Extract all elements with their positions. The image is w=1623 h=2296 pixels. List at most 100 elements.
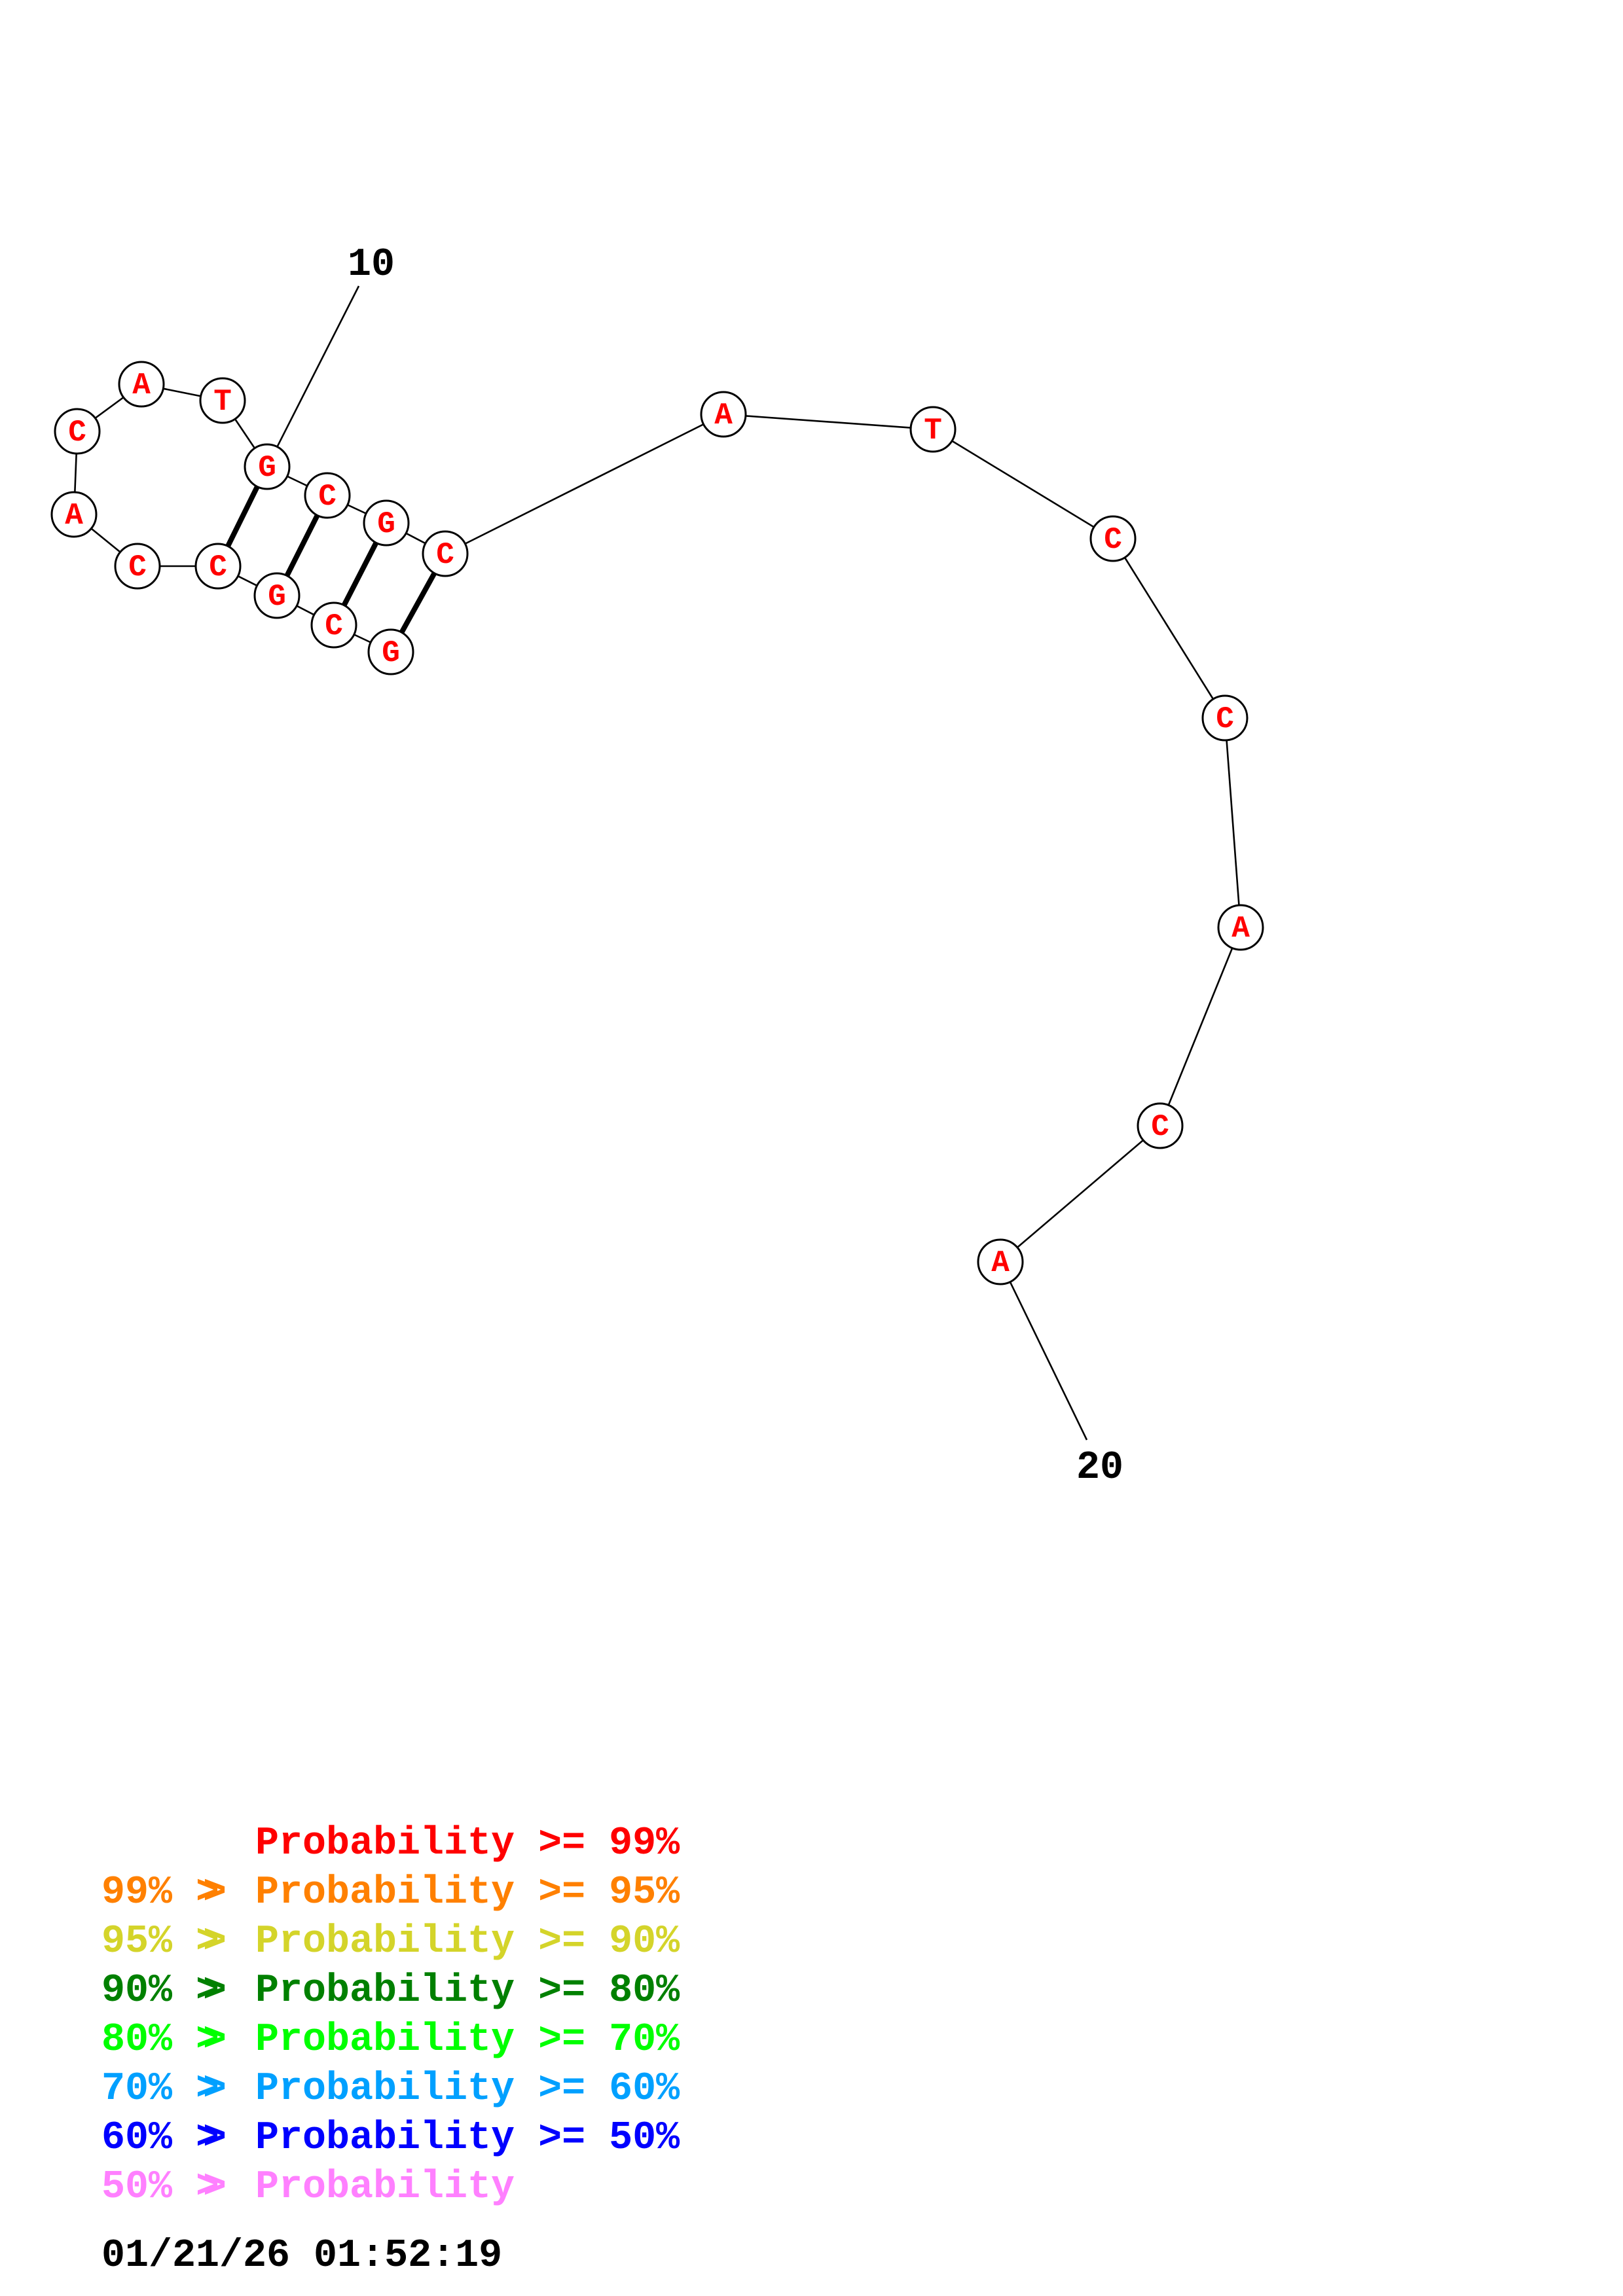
nucleotide-circle <box>310 601 357 649</box>
legend-item-gt: > <box>203 1969 227 2013</box>
backbone-segment <box>445 413 724 555</box>
base-pair-bond <box>341 541 379 607</box>
nucleotide-circle <box>244 443 291 490</box>
legend-item-prefix: 95% > <box>101 1920 219 1964</box>
nucleotide-circle <box>1217 904 1264 951</box>
nucleotide-letter: C <box>68 416 86 450</box>
nucleotide-circle <box>363 499 410 547</box>
legend-item-label: Probability >= 95% <box>255 1871 680 1915</box>
nucleotide-node: G <box>244 443 291 490</box>
legend-item-prefix: 90% > <box>101 1969 219 2013</box>
nucleotide-node: C <box>1201 694 1249 742</box>
legend-item-label: Probability >= 99% <box>255 1821 680 1866</box>
nucleotide-letter: A <box>65 499 83 533</box>
nucleotide-circle <box>50 491 98 538</box>
nucleotide-node: A <box>50 491 98 538</box>
nucleotide-letter: C <box>209 550 227 584</box>
nucleotide-letter: T <box>213 385 232 419</box>
nucleotide-letter: A <box>714 399 733 433</box>
nucleotide-circle <box>977 1238 1024 1285</box>
legend-item-prefix: 70% > <box>101 2067 219 2111</box>
backbone-segment <box>1224 717 1242 928</box>
legend-item: Probability >= 99% <box>255 1821 680 1866</box>
nucleotide-circle <box>700 391 747 438</box>
legend-item-label: Probability >= 90% <box>255 1920 680 1964</box>
legend-item-label: Probability >= 70% <box>255 2018 680 2062</box>
nucleotide-node: C <box>1089 515 1137 562</box>
nucleotide-circle <box>194 543 242 590</box>
position-label: 20 <box>1076 1446 1123 1490</box>
backbone-segment <box>1159 927 1242 1126</box>
legend-item-gt: > <box>203 2116 227 2161</box>
nucleotide-circle <box>1137 1102 1184 1149</box>
legend-item-label: Probability >= 50% <box>255 2116 680 2161</box>
nucleotide-letter: G <box>268 580 286 614</box>
nucleotide-letter: A <box>1231 912 1250 946</box>
legend-item-gt: > <box>203 2165 227 2210</box>
nucleotide-letter: G <box>377 507 395 541</box>
nucleotide-node: C <box>54 408 101 455</box>
legend-item-label: Probability >= 60% <box>255 2067 680 2111</box>
nucleotide-circle <box>199 377 246 424</box>
nucleotide-circle <box>1201 694 1249 742</box>
backbone <box>73 383 1242 1263</box>
nucleotide-letter: C <box>1216 702 1234 736</box>
nucleotide-node: A <box>977 1238 1024 1285</box>
nucleotide-node: A <box>700 391 747 438</box>
legend-item: 60% >> Probability >= 50% <box>101 2116 680 2161</box>
position-label-leader <box>276 285 360 448</box>
nucleotide-circle <box>422 530 469 577</box>
legend-item: 50% >> Probability <box>101 2165 515 2210</box>
backbone-segment <box>723 413 934 431</box>
nucleotide-circle <box>118 361 165 408</box>
nucleotide-letter: C <box>318 480 337 514</box>
legend-item-gt: > <box>203 1920 227 1964</box>
nucleotide-node: C <box>194 543 242 590</box>
nucleotide-circle <box>304 472 351 519</box>
nucleotide-letter: C <box>128 550 147 584</box>
legend-item-prefix: 60% > <box>101 2116 219 2161</box>
nucleotide-letter: G <box>382 636 400 670</box>
nucleotide-letter: G <box>258 451 276 485</box>
nucleotide-letter: C <box>1104 523 1122 557</box>
probability-legend: Probability >= 99%99% >> Probability >= 9… <box>101 1821 680 2210</box>
nucleotide-node: G <box>363 499 410 547</box>
nucleotide-letter: A <box>132 368 151 403</box>
timestamp: 01/21/26 01:52:19 <box>101 2234 502 2278</box>
nucleotide-letter: T <box>924 414 942 448</box>
nucleotide-node: A <box>118 361 165 408</box>
legend-item-label: Probability <box>255 2165 515 2210</box>
legend-item: 90% >> Probability >= 80% <box>101 1969 680 2013</box>
position-labels: 10 20 <box>348 243 1123 1490</box>
nucleotide-circle <box>253 572 301 619</box>
position-label-leaders <box>276 285 1088 1441</box>
position-label: 10 <box>348 243 395 287</box>
nucleotide-letter: A <box>991 1246 1010 1280</box>
nucleotide-node: G <box>253 572 301 619</box>
nucleotide-node: T <box>199 377 246 424</box>
nucleotide-letter: C <box>1151 1110 1169 1144</box>
position-label-leader <box>1009 1282 1088 1441</box>
nucleotide-circle <box>54 408 101 455</box>
nucleotide-circle <box>114 543 161 590</box>
legend-item-gt: > <box>203 2067 227 2111</box>
nucleotide-node: C <box>422 530 469 577</box>
legend-item-gt: > <box>203 1871 227 1915</box>
legend-item: 99% >> Probability >= 95% <box>101 1871 680 1915</box>
legend-item: 70% >> Probability >= 60% <box>101 2067 680 2111</box>
backbone-segment <box>1000 1125 1161 1263</box>
base-pair-bond <box>225 485 260 548</box>
backbone-segment <box>932 428 1114 540</box>
nucleotide-node: C <box>310 601 357 649</box>
nucleotide-circle <box>909 406 957 453</box>
nucleotide-circle <box>1089 515 1137 562</box>
legend-item-prefix: 80% > <box>101 2018 219 2062</box>
nucleotide-node: C <box>114 543 161 590</box>
nucleotide-node: C <box>304 472 351 519</box>
nucleotide-letter: C <box>325 609 343 643</box>
nucleotide-node: A <box>1217 904 1264 951</box>
nucleotide-circle <box>367 628 414 675</box>
base-pair-bonds <box>225 485 437 634</box>
